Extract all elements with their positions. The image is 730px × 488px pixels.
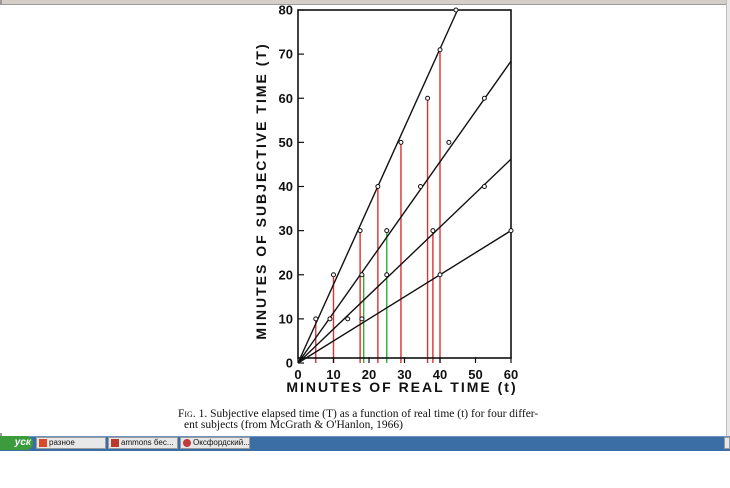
data-point-s1-4 — [446, 139, 452, 145]
start-button[interactable]: уск — [0, 436, 33, 450]
powerpoint-icon — [111, 438, 119, 447]
data-point-s0-5 — [425, 95, 431, 101]
x-tick-label-0: 0 — [294, 367, 301, 382]
x-ticks-group: 0 10 20 30 40 50 60 — [294, 357, 518, 382]
data-point-s2-3 — [481, 184, 487, 189]
data-point-s3-2 — [508, 228, 514, 234]
data-point-s0-1 — [331, 272, 336, 278]
taskbar-item-label: Оксфордский... — [193, 438, 250, 447]
taskbar-item-raznoe[interactable]: разное — [36, 437, 106, 449]
data-points-group — [313, 7, 514, 322]
data-point-s1-1 — [359, 272, 365, 278]
document-page: 0 10 20 30 40 50 60 70 80 0 10 20 30 40 50 60 MINUTES … — [0, 5, 730, 433]
taskbar-item-label: разное — [49, 438, 75, 447]
figure-chart: 0 10 20 30 40 50 60 70 80 0 10 20 30 40 50 60 MINUTES … — [253, 5, 518, 395]
x-tick-label-10: 10 — [326, 367, 340, 382]
data-point-s1-3 — [417, 184, 423, 189]
data-point-s0-6 — [437, 47, 443, 53]
fit-lines-group — [297, 9, 512, 364]
data-point-s0-2 — [357, 228, 363, 234]
data-point-s2-1 — [384, 272, 390, 278]
x-tick-label-20: 20 — [362, 367, 376, 382]
y-tick-label-50: 50 — [279, 135, 293, 150]
drop-lines-group — [315, 49, 441, 363]
data-point-s3-1 — [437, 272, 443, 278]
plot-frame — [297, 9, 512, 359]
y-tick-label-40: 40 — [279, 179, 293, 194]
figure-label: Fig. 1. — [178, 408, 208, 420]
data-point-s0-0 — [313, 316, 319, 322]
y-tick-label-80: 80 — [279, 5, 293, 18]
data-point-s2-0 — [345, 316, 351, 322]
fit-line-2 — [297, 158, 512, 364]
data-point-s2-2 — [430, 228, 436, 234]
x-tick-label-40: 40 — [433, 367, 447, 382]
x-tick-label-50: 50 — [468, 367, 482, 382]
fit-line-3 — [297, 230, 512, 364]
y-axis-title: MINUTES OF SUBJECTIVE TIME (T) — [253, 42, 269, 339]
x-tick-label-60: 60 — [504, 367, 518, 382]
y-tick-label-70: 70 — [279, 47, 293, 62]
scrollbar-edge[interactable] — [726, 0, 730, 436]
toolbar-strip — [0, 0, 730, 5]
system-tray[interactable] — [724, 437, 730, 449]
y-tick-label-10: 10 — [279, 311, 293, 326]
data-point-s1-2 — [384, 228, 390, 234]
taskbar-item-oxford[interactable]: Оксфордский... — [180, 437, 250, 449]
data-point-s1-5 — [481, 95, 487, 101]
y-tick-label-0: 0 — [286, 356, 293, 371]
x-tick-label-30: 30 — [397, 367, 411, 382]
caption-line-1: Subjective elapsed time (T) as a functio… — [210, 408, 539, 420]
data-point-s0-7 — [453, 7, 459, 13]
y-tick-label-20: 20 — [279, 267, 293, 282]
figure-caption: Fig. 1. Subjective elapsed time (T) as a… — [178, 408, 638, 431]
fit-line-1 — [297, 60, 512, 364]
caption-line-2: ent subjects (from McGrath & O'Hanlon, 1… — [184, 419, 403, 431]
data-point-s1-0 — [327, 316, 333, 322]
y-tick-label-30: 30 — [279, 223, 293, 238]
x-axis-title: MINUTES OF REAL TIME (t) — [286, 379, 517, 395]
y-tick-label-60: 60 — [279, 91, 293, 106]
browser-icon — [183, 438, 191, 447]
folder-icon — [39, 438, 47, 447]
data-point-s3-0 — [359, 316, 365, 322]
data-point-s0-4 — [398, 139, 404, 145]
taskbar-item-label: ammons бес... — [121, 438, 174, 447]
y-ticks-group: 0 10 20 30 40 50 60 70 80 — [279, 5, 304, 371]
taskbar-item-ammons[interactable]: ammons бес... — [108, 437, 178, 449]
data-point-s0-3 — [375, 184, 381, 189]
